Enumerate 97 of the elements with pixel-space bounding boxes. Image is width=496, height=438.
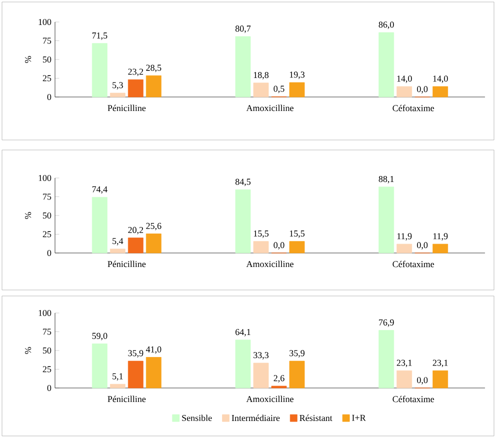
x-tick-label: Pénicilline [108, 396, 146, 402]
y-tick-label: 50 [42, 347, 52, 354]
x-tick-label: Céfotaxime [392, 396, 434, 402]
data-label: 76,9 [379, 319, 394, 327]
y-tick-label: 75 [43, 38, 52, 44]
bar [253, 241, 269, 254]
x-tick-label: Pénicilline [108, 104, 146, 112]
data-label: 11,9 [397, 233, 412, 241]
data-label: 5,1 [112, 373, 123, 381]
bar [378, 330, 394, 388]
x-tick-label: Amoxicilline [246, 260, 294, 268]
y-tick-label: 25 [42, 366, 52, 372]
y-tick-label: 0 [47, 384, 52, 392]
bar [289, 82, 305, 98]
x-tick-label: Amoxicilline [246, 396, 294, 402]
data-label: 15,5 [290, 230, 305, 238]
bar [235, 189, 251, 254]
data-label: 86,0 [378, 22, 394, 29]
data-label: 84,5 [235, 178, 251, 186]
bar [146, 234, 162, 254]
bar [146, 357, 162, 388]
data-label: 20,2 [128, 226, 144, 234]
data-label: 0,0 [417, 86, 428, 94]
bar [396, 370, 412, 388]
legend-label: Intermédiaire [232, 414, 280, 422]
data-label: 2,6 [274, 375, 284, 382]
y-axis-title: % [24, 347, 32, 354]
y-tick-label: 25 [42, 75, 52, 82]
data-label: 88,1 [378, 176, 394, 184]
data-label: 25,6 [146, 222, 162, 230]
data-label: 0,0 [417, 377, 428, 384]
data-label: 5,3 [112, 82, 123, 90]
data-label: 18,8 [254, 72, 269, 80]
legend-label: Sensible [182, 414, 212, 422]
y-tick-label: 75 [43, 194, 52, 200]
data-label: 59,0 [92, 332, 108, 340]
bar [128, 79, 144, 98]
y-tick-label: 100 [38, 310, 52, 316]
data-label: 80,7 [235, 26, 251, 33]
bar [253, 362, 269, 388]
y-tick-label: 75 [43, 328, 52, 335]
y-tick-label: 25 [42, 231, 52, 238]
bar [378, 32, 394, 98]
bar [92, 344, 108, 388]
bar [92, 43, 108, 98]
bar [128, 238, 144, 254]
bar [110, 248, 126, 254]
data-label: 11,9 [433, 233, 448, 241]
data-label: 64,1 [236, 329, 250, 336]
bar [235, 36, 251, 98]
bar [432, 244, 448, 254]
bar [378, 186, 394, 254]
data-label: 15,5 [254, 230, 269, 238]
y-tick-label: 50 [42, 212, 52, 219]
bar [396, 244, 412, 254]
data-label: 74,4 [92, 186, 108, 194]
x-tick-label: Amoxicilline [246, 104, 294, 112]
bar [235, 340, 251, 388]
data-label: 41,0 [146, 346, 162, 354]
x-tick-label: Céfotaxime [392, 104, 434, 112]
data-label: 14,0 [397, 76, 412, 83]
legend-label: Résistant [300, 414, 332, 422]
bar [289, 360, 305, 388]
data-label: 23,2 [128, 68, 144, 76]
bar [289, 241, 305, 254]
data-label: 35,9 [128, 350, 144, 358]
legend-label: I+R [352, 414, 366, 421]
data-label: 0,5 [274, 86, 284, 94]
data-label: 23,1 [432, 360, 448, 368]
data-label: 0,0 [274, 242, 284, 250]
y-tick-label: 100 [38, 18, 52, 26]
data-label: 71,5 [92, 32, 108, 40]
x-tick-label: Céfotaxime [392, 260, 434, 268]
data-label: 23,1 [396, 360, 412, 368]
bar [110, 384, 126, 388]
data-label: 19,3 [290, 72, 305, 79]
data-label: 33,3 [254, 352, 269, 360]
y-tick-label: 100 [38, 174, 52, 182]
bar [128, 360, 144, 388]
data-label: 0,0 [417, 242, 428, 250]
y-tick-label: 0 [47, 94, 52, 100]
data-label: 5,4 [112, 238, 124, 246]
y-tick-label: 0 [47, 250, 52, 256]
data-label: 28,5 [146, 64, 162, 72]
bar [253, 82, 269, 98]
data-label: 14,0 [433, 76, 448, 83]
y-axis-title: % [24, 56, 32, 63]
x-tick-label: Pénicilline [108, 260, 146, 268]
bar [432, 370, 448, 388]
bar [110, 92, 126, 98]
bar [146, 75, 162, 98]
y-tick-label: 50 [42, 56, 52, 63]
y-axis-title: % [24, 212, 32, 219]
bar [432, 86, 448, 98]
bar [396, 86, 412, 98]
bar [92, 196, 108, 254]
data-label: 35,9 [290, 350, 304, 358]
